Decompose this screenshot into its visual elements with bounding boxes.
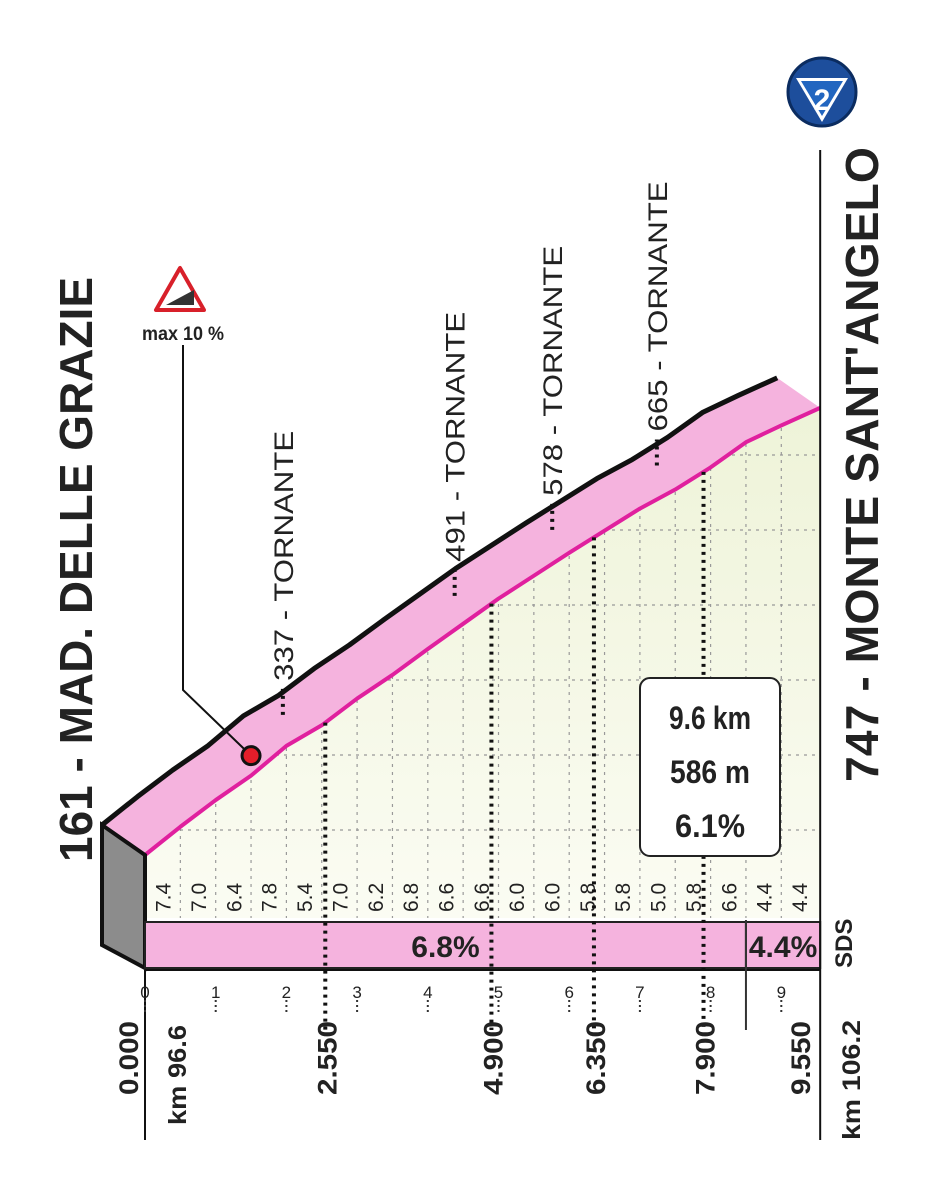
summary-text: 9.6 km xyxy=(669,700,751,736)
gradient-label: 6.6 xyxy=(471,883,494,912)
km-tick-label: 3 xyxy=(352,983,361,1002)
km-start: km 96.6 xyxy=(164,1025,192,1125)
gradient-label: 5.4 xyxy=(294,882,317,912)
landmark-label: 665 - TORNANTE xyxy=(643,181,673,431)
gradient-label: 5.8 xyxy=(683,883,706,912)
km-tick-label: 8 xyxy=(706,983,715,1002)
sds-label: SDS xyxy=(831,919,858,968)
finish-title: 747 - MONTE SANT'ANGELO xyxy=(836,147,888,782)
gradient-label: 7.4 xyxy=(153,882,176,912)
gradient-label: 6.6 xyxy=(718,883,741,912)
segment-bar xyxy=(744,921,822,969)
profile-top-edge xyxy=(100,375,779,827)
marker-label: 6.350 xyxy=(581,1021,611,1095)
profile-band xyxy=(102,377,821,855)
max-leader xyxy=(182,345,252,757)
profile-line xyxy=(143,406,822,857)
max-point xyxy=(240,745,262,767)
landmark-label: 491 - TORNANTE xyxy=(441,312,471,562)
gradient-label: 5.0 xyxy=(648,883,671,912)
gradient-label: 6.8 xyxy=(400,883,423,912)
km-tick-label: 2 xyxy=(282,983,291,1002)
km-tick-label: 6 xyxy=(564,983,573,1002)
gradient-label: 6.6 xyxy=(435,883,458,912)
badge-number: 2 xyxy=(814,84,831,117)
max-icon-slope xyxy=(166,290,194,305)
km-tick-label: 5 xyxy=(494,983,503,1002)
gradient-label: 6.0 xyxy=(506,883,529,912)
gradient-label: 7.0 xyxy=(188,883,211,912)
marker-label: 2.550 xyxy=(312,1021,342,1095)
summary-text: 6.1% xyxy=(675,808,745,844)
gradient-label: 6.4 xyxy=(223,882,246,912)
gradient-label: 5.8 xyxy=(577,883,600,912)
km-tick-label: 9 xyxy=(777,983,786,1002)
km-tick-label: 0 xyxy=(140,983,149,1002)
start-title: 161 - MAD. DELLE GRAZIE xyxy=(50,277,102,862)
km-tick-label: 1 xyxy=(211,983,220,1002)
gradient-label: 6.0 xyxy=(542,883,565,912)
gradient-label: 5.8 xyxy=(612,883,635,912)
gradient-label: 7.8 xyxy=(259,883,282,912)
marker-label: 4.900 xyxy=(478,1021,508,1095)
segment-label: 4.4% xyxy=(749,931,817,964)
gradient-label: 4.4 xyxy=(789,882,812,912)
segment-bar xyxy=(144,921,747,969)
summary-text: 586 m xyxy=(670,754,750,790)
km-end: km 106.2 xyxy=(838,1020,866,1140)
marker-label: 9.550 xyxy=(786,1021,816,1095)
marker-label: 0.000 xyxy=(114,1021,144,1095)
landmark-label: 578 - TORNANTE xyxy=(538,246,568,496)
marker-label: 7.900 xyxy=(691,1021,721,1095)
km-tick-label: 7 xyxy=(635,983,644,1002)
gradient-label: 6.2 xyxy=(365,883,388,912)
category-badge: 2 xyxy=(786,56,858,128)
summary-box xyxy=(639,677,781,857)
gradient-label: 7.0 xyxy=(329,883,352,912)
landmark-label: 337 - TORNANTE xyxy=(269,431,299,681)
max-label: max 10 % xyxy=(142,324,224,345)
segment-label: 6.8% xyxy=(411,931,479,964)
km-tick-label: 4 xyxy=(423,983,432,1002)
gradient-label: 4.4 xyxy=(754,882,777,912)
